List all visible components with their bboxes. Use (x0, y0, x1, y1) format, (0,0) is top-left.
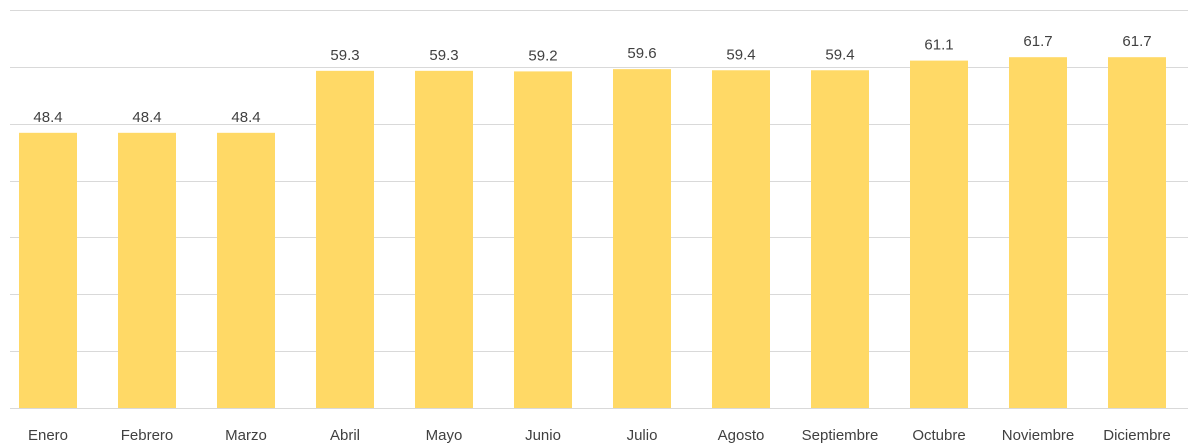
x-tick-label-febrero: Febrero (121, 427, 174, 444)
bar-abril (316, 70, 374, 408)
bar-noviembre (1009, 57, 1067, 408)
data-label-junio: 59.2 (528, 47, 557, 64)
bar-mayo (415, 70, 473, 408)
x-tick-label-abril: Abril (330, 427, 360, 444)
data-label-agosto: 59.4 (726, 46, 755, 63)
data-label-julio: 59.6 (627, 45, 656, 62)
x-tick-label-mayo: Mayo (426, 427, 463, 444)
x-tick-label-diciembre: Diciembre (1103, 427, 1171, 444)
bar-diciembre (1108, 57, 1166, 408)
bar-octubre (910, 60, 968, 409)
x-axis-ticks: Enero Febrero Marzo Abril Mayo Junio Julio Agos… (28, 427, 1171, 444)
bar-enero (19, 132, 77, 408)
x-tick-label-octubre: Octubre (912, 427, 965, 444)
bar-junio (514, 71, 572, 409)
data-label-octubre: 61.1 (924, 37, 953, 54)
x-tick-label-noviembre: Noviembre (1002, 427, 1075, 444)
bars (19, 57, 1166, 409)
data-label-noviembre: 61.7 (1023, 33, 1052, 50)
data-label-diciembre: 61.7 (1122, 33, 1151, 50)
x-tick-label-agosto: Agosto (718, 427, 765, 444)
data-label-abril: 59.3 (330, 47, 359, 64)
bar-agosto (712, 70, 770, 409)
x-tick-label-marzo: Marzo (225, 427, 267, 444)
bar-septiembre (811, 70, 869, 409)
data-label-enero: 48.4 (33, 109, 62, 126)
data-label-mayo: 59.3 (429, 47, 458, 64)
gridlines (10, 10, 1188, 409)
x-tick-label-enero: Enero (28, 427, 68, 444)
x-tick-label-junio: Junio (525, 427, 561, 444)
data-labels: 48.4 48.4 48.4 59.3 59.3 59.2 59.6 59.4 59.4 61.1… (33, 33, 1151, 126)
x-tick-label-septiembre: Septiembre (802, 427, 879, 444)
bar-marzo (217, 132, 275, 408)
data-label-septiembre: 59.4 (825, 46, 854, 63)
data-label-marzo: 48.4 (231, 109, 260, 126)
data-label-febrero: 48.4 (132, 109, 161, 126)
x-tick-label-julio: Julio (627, 427, 658, 444)
bar-febrero (118, 132, 176, 408)
bar-julio (613, 69, 671, 408)
